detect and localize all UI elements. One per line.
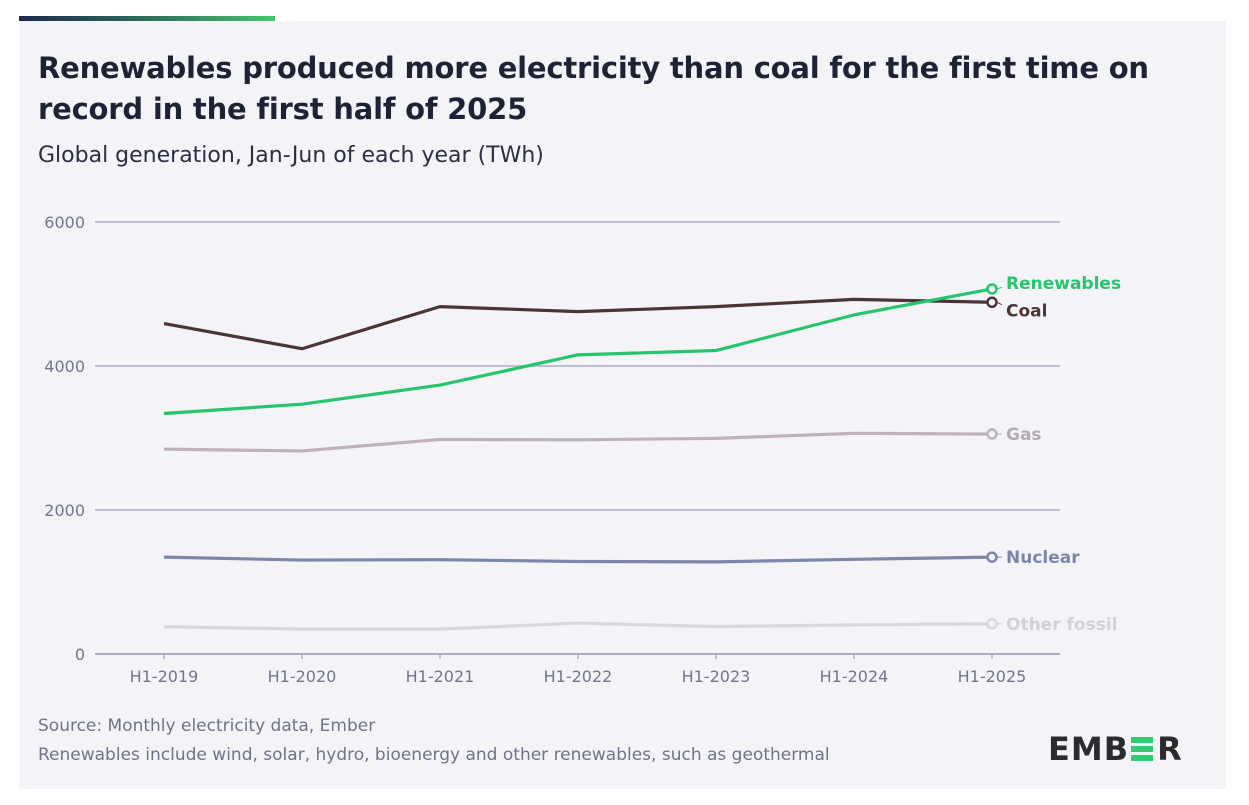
end-markers	[986, 283, 1003, 630]
x-axis-ticks: H1-2019 H1-2020 H1-2021 H1-2022 H1-2023 H1-20…	[130, 654, 1027, 686]
series-label-nuclear: Nuclear	[1006, 548, 1080, 568]
x-tick-label: H1-2022	[544, 667, 613, 686]
brand-accent-bar	[19, 16, 275, 21]
series-label-other-fossil: Other fossil	[1006, 615, 1117, 635]
x-tick-label: H1-2021	[406, 667, 475, 686]
logo-text-left: EMB	[1048, 730, 1130, 768]
series-line-gas	[163, 431, 993, 453]
x-tick-label: H1-2025	[958, 667, 1027, 686]
end-marker-other-fossil	[986, 618, 998, 630]
x-tick-label: H1-2023	[682, 667, 751, 686]
ember-logo: EMB R	[1048, 730, 1183, 768]
x-tick-label: H1-2019	[130, 667, 199, 686]
series-lines	[163, 287, 993, 631]
source-note: Source: Monthly electricity data, Ember	[38, 716, 376, 736]
end-marker-gas	[986, 428, 998, 440]
end-marker-coal	[986, 296, 998, 309]
x-tick-label: H1-2024	[820, 667, 889, 686]
chart-title: Renewables produced more electricity tha…	[38, 51, 1149, 126]
chart-subtitle: Global generation, Jan-Jun of each year …	[38, 143, 544, 168]
series-label-renewables: Renewables	[1006, 274, 1121, 294]
logo-e-bars-icon	[1131, 736, 1155, 762]
label-connector-coal	[996, 301, 1003, 306]
series-line-coal	[163, 297, 993, 351]
label-connector-renewables	[996, 286, 1003, 290]
series-label-coal: Coal	[1006, 301, 1047, 321]
y-axis-ticks: 0 2000 4000 6000	[44, 213, 85, 664]
gridlines	[95, 221, 1060, 655]
x-tick-label: H1-2020	[268, 667, 337, 686]
end-marker-renewables	[986, 283, 998, 295]
series-label-gas: Gas	[1006, 425, 1042, 445]
series-line-renewables	[163, 287, 993, 416]
end-marker-nuclear	[986, 551, 998, 563]
y-tick-label: 6000	[44, 213, 85, 232]
logo-text-right: R	[1157, 730, 1183, 768]
series-labels: Other fossil Nuclear Gas Coal Renewables	[1006, 274, 1121, 635]
definition-note: Renewables include wind, solar, hydro, b…	[38, 745, 830, 765]
y-tick-label: 0	[75, 645, 85, 664]
chart-panel	[19, 21, 1226, 789]
y-tick-label: 2000	[44, 501, 85, 520]
series-line-nuclear	[163, 555, 993, 564]
y-tick-label: 4000	[44, 357, 85, 376]
series-line-other-fossil	[163, 621, 993, 631]
